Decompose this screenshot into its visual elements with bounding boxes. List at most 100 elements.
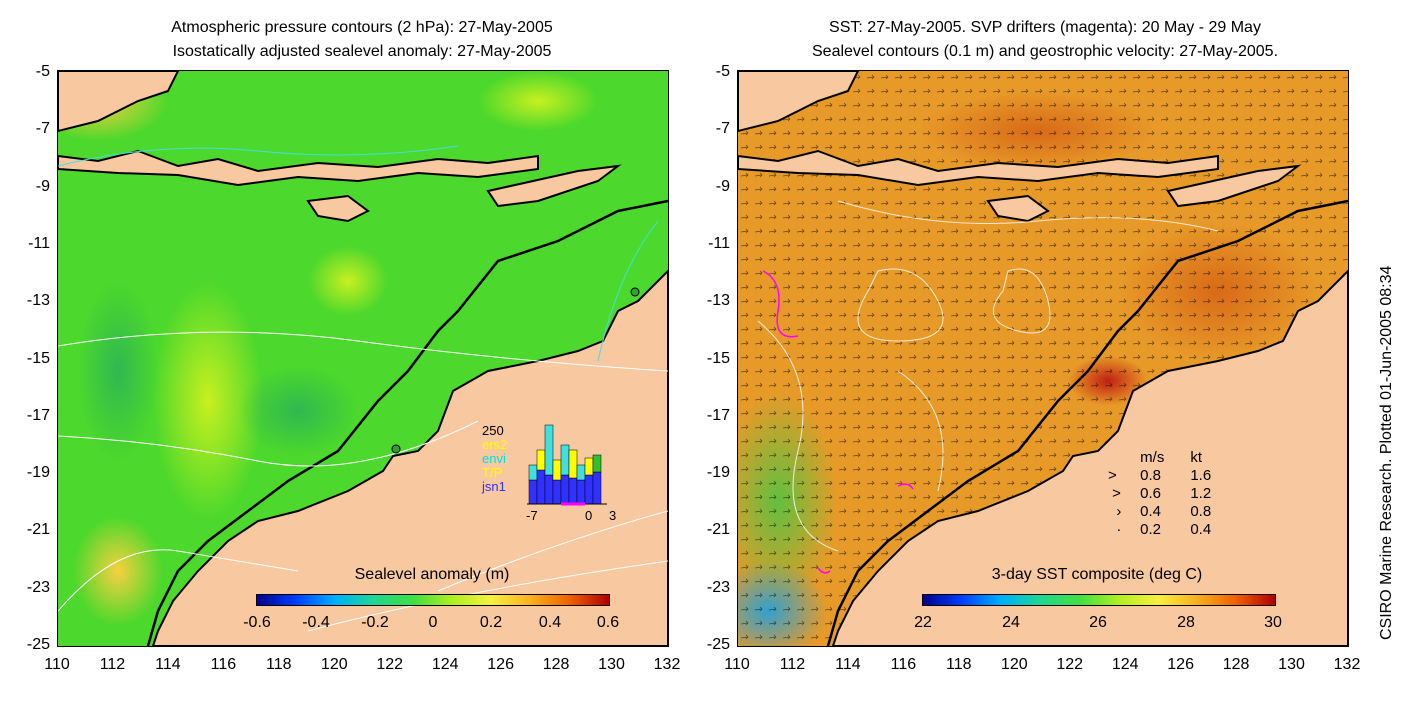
x-tick-label: 122 — [376, 656, 404, 673]
sumba-island — [306, 194, 370, 223]
x-tick-label: 112 — [99, 656, 126, 673]
velocity-ms: 0.4 — [1140, 503, 1162, 520]
inset-histogram: 250 ers2 envi T/P jsn1 -7 0 3 — [478, 420, 623, 525]
x-tick-label: 114 — [155, 656, 181, 673]
sealevel-contour — [757, 320, 839, 552]
left-cbar-tick: -0.6 — [243, 614, 271, 631]
arrow-icon: > — [1108, 485, 1121, 502]
inset-series-tp: T/P — [482, 465, 503, 480]
y-tick-label: -5 — [35, 63, 50, 80]
inset-bars — [527, 424, 607, 506]
velocity-kt: 0.4 — [1190, 521, 1212, 538]
pressure-contour — [58, 549, 299, 612]
right-map-panel — [737, 70, 1349, 647]
inset-xtick: 0 — [585, 508, 593, 523]
pressure-contour — [58, 420, 479, 467]
java-landmass — [738, 71, 860, 133]
left-cbar-tick: 0.4 — [538, 614, 562, 631]
timor-island — [486, 164, 622, 208]
right-cbar-tick: 30 — [1264, 614, 1282, 631]
x-tick-label: 114 — [835, 656, 861, 673]
arrow-icon: › — [1108, 503, 1122, 520]
left-map-panel — [57, 70, 669, 647]
left-cbar-tick: 0.6 — [596, 614, 620, 631]
right-title-line1: SST: 27-May-2005. SVP drifters (magenta)… — [829, 19, 1261, 36]
y-tick-label: -25 — [26, 636, 50, 653]
shelf-contour — [826, 199, 1348, 646]
pressure-contour-cyan — [58, 145, 459, 167]
x-tick-label: 130 — [598, 656, 625, 673]
shelf-contour — [146, 199, 668, 646]
x-tick-label: 112 — [779, 656, 806, 673]
velocity-ms: 0.8 — [1140, 467, 1162, 484]
arrow-icon: · — [1108, 521, 1122, 538]
y-tick-label: -21 — [706, 521, 730, 539]
pressure-contour — [437, 510, 668, 592]
y-tick-label: -13 — [26, 292, 50, 310]
left-colorbar — [256, 594, 610, 606]
x-tick-label: 110 — [724, 656, 750, 673]
left-colorbar-label: Sealevel anomaly (m) — [354, 566, 510, 583]
x-tick-label: 130 — [1278, 656, 1305, 673]
x-tick-label: 120 — [1000, 656, 1028, 673]
credit-text: CSIRO Marine Research. Plotted 01-Jun-20… — [1378, 265, 1395, 640]
java-landmass — [58, 71, 180, 133]
right-cbar-tick: 26 — [1089, 614, 1107, 631]
y-tick-label: -13 — [706, 292, 730, 310]
x-tick-label: 118 — [266, 656, 292, 673]
left-cbar-tick: -0.2 — [361, 614, 389, 631]
x-tick-label: 116 — [890, 656, 917, 673]
x-tick-label: 128 — [542, 656, 570, 673]
y-tick-label: -17 — [706, 406, 730, 424]
y-tick-label: -19 — [26, 464, 50, 482]
pressure-contour — [58, 331, 668, 372]
pressure-contour — [307, 560, 668, 632]
y-tick-label: -11 — [28, 234, 50, 252]
island-chain — [738, 149, 1219, 187]
left-cbar-tick: -0.4 — [302, 614, 330, 631]
y-tick-label: -21 — [26, 521, 50, 539]
sumba-island — [986, 194, 1050, 223]
inset-series-jsn1: jsn1 — [482, 479, 506, 494]
inset-xtick: -7 — [526, 508, 538, 523]
x-tick-label: 132 — [1333, 656, 1361, 673]
y-tick-label: -15 — [26, 349, 50, 367]
velocity-kt: 1.2 — [1190, 485, 1212, 502]
y-tick-label: -23 — [26, 578, 50, 596]
y-tick-label: -23 — [706, 578, 730, 596]
x-tick-label: 120 — [320, 656, 348, 673]
x-tick-label: 124 — [431, 656, 459, 673]
left-cbar-tick: 0.2 — [479, 614, 503, 631]
x-tick-label: 124 — [1111, 656, 1139, 673]
drifter-track — [897, 483, 914, 490]
x-tick-label: 128 — [1222, 656, 1250, 673]
y-tick-label: -11 — [708, 234, 730, 252]
y-tick-label: -17 — [26, 406, 50, 424]
x-tick-label: 110 — [44, 656, 70, 673]
velocity-ms: 0.6 — [1140, 485, 1162, 502]
right-colorbar-label: 3-day SST composite (deg C) — [991, 566, 1203, 583]
right-title-line2: Sealevel contours (0.1 m) and geostrophi… — [811, 43, 1279, 60]
y-tick-label: -25 — [706, 636, 730, 653]
inset-xtick: 3 — [609, 508, 617, 523]
velocity-legend: m/s kt > 0.8 1.6 > 0.6 1.2 › 0.4 0.8 · 0… — [1108, 449, 1211, 539]
sealevel-contour — [897, 370, 944, 492]
velocity-kt: 1.6 — [1190, 467, 1212, 484]
australia-landmass — [831, 269, 1348, 646]
y-tick-label: -5 — [715, 63, 730, 80]
y-tick-label: -7 — [715, 120, 730, 138]
y-tick-label: -9 — [35, 177, 50, 195]
x-tick-label: 132 — [653, 656, 681, 673]
y-tick-label: -15 — [706, 349, 730, 367]
inset-series-envi: envi — [482, 451, 506, 466]
inset-series-ers2: ers2 — [482, 437, 508, 452]
x-tick-label: 116 — [210, 656, 237, 673]
tide-gauge-marker — [630, 287, 640, 297]
right-colorbar — [922, 594, 1276, 606]
island-chain — [58, 149, 539, 187]
x-tick-label: 126 — [487, 656, 514, 673]
right-cbar-tick: 28 — [1177, 614, 1195, 631]
sealevel-contour — [993, 268, 1051, 334]
velocity-ms: 0.2 — [1140, 521, 1162, 538]
x-tick-label: 118 — [946, 656, 972, 673]
